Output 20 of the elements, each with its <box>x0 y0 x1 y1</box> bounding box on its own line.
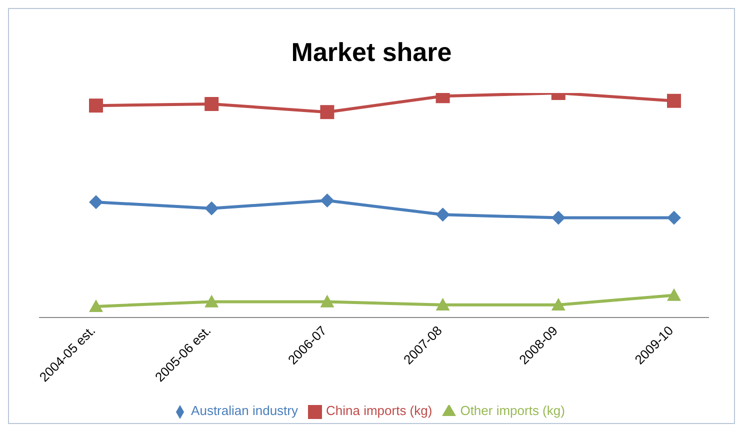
point <box>667 288 681 301</box>
point <box>89 98 103 113</box>
legend-label: Australian industry <box>191 403 298 418</box>
point <box>320 105 334 120</box>
point <box>204 294 219 308</box>
point <box>320 194 334 208</box>
point <box>320 294 334 308</box>
point <box>204 201 219 216</box>
point <box>551 210 566 225</box>
point <box>551 298 566 310</box>
point <box>436 298 450 310</box>
point <box>667 94 681 108</box>
point <box>89 195 103 210</box>
point <box>436 208 450 222</box>
legend-label: China imports (kg) <box>326 403 432 418</box>
point <box>667 210 681 225</box>
legend-label: Other imports (kg) <box>460 403 565 418</box>
chart-title: Market share <box>290 37 453 69</box>
point <box>89 299 103 312</box>
point <box>204 96 219 111</box>
